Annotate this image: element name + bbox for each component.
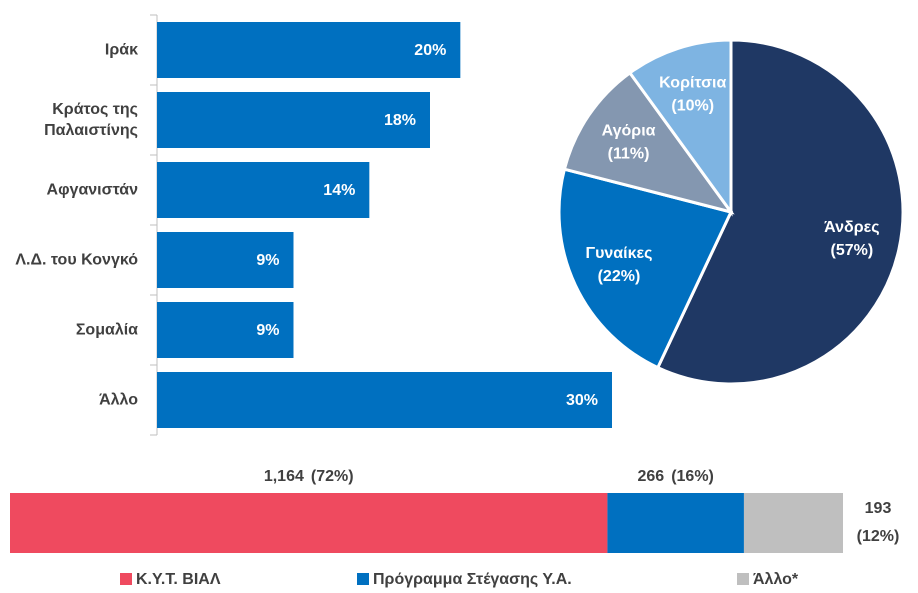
- bar-value-label: 9%: [256, 322, 279, 339]
- bar: [157, 232, 294, 288]
- segment-value: 1,164: [264, 468, 304, 485]
- bar: [157, 22, 461, 78]
- slice-name: Αγόρια: [602, 123, 656, 140]
- segment-value: 266: [637, 468, 664, 485]
- segment-label: 266 (16%): [637, 468, 713, 485]
- legend-swatch: [120, 573, 132, 585]
- slice-name: Άνδρες: [824, 219, 879, 236]
- slice-value-label: (11%): [608, 146, 650, 163]
- segment-percent: (72%): [311, 468, 354, 485]
- segment-percent: (12%): [857, 528, 900, 545]
- bar-value-label: 9%: [256, 252, 279, 269]
- bar-value-label: 20%: [414, 42, 446, 59]
- stacked-segment: [10, 493, 608, 553]
- bar: [157, 162, 370, 218]
- stacked-segment: [743, 493, 843, 553]
- category-label: Ιράκ: [104, 41, 138, 59]
- legend-swatch: [357, 573, 369, 585]
- bar-value-label: 14%: [323, 182, 355, 199]
- pie-slice: [557, 167, 734, 370]
- legend-label: Κ.Υ.Τ. ΒΙΑΛ: [136, 571, 221, 588]
- segment-percent: (16%): [671, 468, 714, 485]
- slice-value-label: (57%): [831, 242, 874, 259]
- slice-name: Γυναίκες: [585, 245, 652, 262]
- pie-slice: [562, 70, 735, 215]
- segment-label: 1,164 (72%): [264, 468, 354, 485]
- segment-value: 193: [865, 500, 892, 517]
- stacked-segment: [607, 493, 744, 553]
- category-label: Άλλο: [99, 391, 138, 409]
- bar-value-label: 30%: [566, 392, 598, 409]
- legend-swatch: [737, 573, 749, 585]
- slice-name: Κορίτσια: [659, 74, 726, 91]
- category-label: Λ.Δ. του Κονγκό: [15, 251, 138, 269]
- slice-value-label: (22%): [598, 268, 641, 285]
- category-label: Κράτος της Παλαιστίνης: [44, 101, 138, 139]
- bar: [157, 92, 430, 148]
- pie-slice: [655, 38, 905, 386]
- legend-label: Άλλο*: [753, 571, 799, 588]
- pie-slice: [627, 38, 733, 217]
- category-label: Σομαλία: [75, 321, 138, 339]
- bar: [157, 302, 294, 358]
- bar: [157, 372, 612, 428]
- bar-value-label: 18%: [384, 112, 416, 129]
- slice-value-label: (10%): [671, 97, 714, 114]
- category-label: Αφγανιστάν: [46, 181, 138, 199]
- legend-label: Πρόγραμμα Στέγασης Υ.Α.: [373, 571, 572, 588]
